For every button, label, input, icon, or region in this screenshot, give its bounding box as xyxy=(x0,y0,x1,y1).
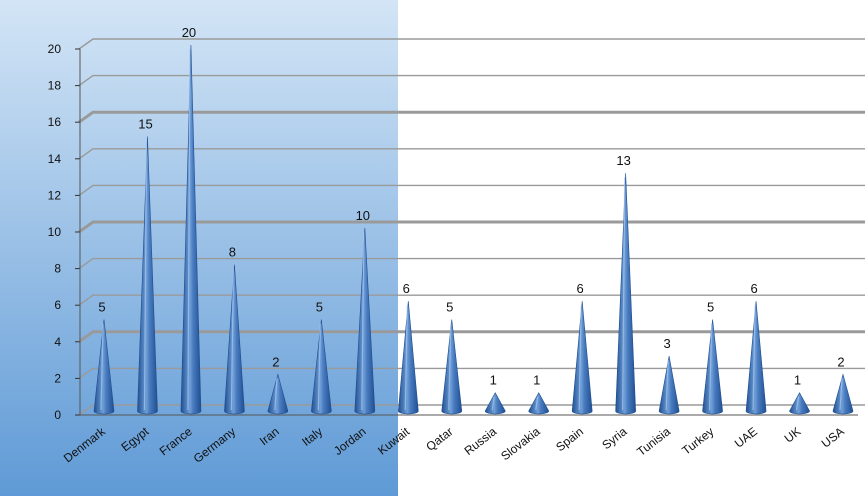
y-tick-label: 6 xyxy=(54,298,61,312)
gridline xyxy=(78,257,865,270)
y-tick-label: 16 xyxy=(48,115,62,129)
cone-bar-turkey xyxy=(702,319,723,415)
y-tick-label: 20 xyxy=(48,42,62,56)
y-tick-label: 18 xyxy=(48,79,62,93)
cone-bar-germany xyxy=(224,264,245,415)
data-label: 2 xyxy=(272,354,279,369)
gridline xyxy=(78,294,865,306)
data-label: 6 xyxy=(750,281,757,296)
cone-highlight xyxy=(752,305,756,411)
cone-bar-uae xyxy=(745,301,767,415)
cone-highlight xyxy=(100,323,104,411)
data-label: 13 xyxy=(616,153,630,168)
cone-highlight xyxy=(665,360,669,411)
gridline xyxy=(78,330,865,344)
data-label: 6 xyxy=(403,281,410,296)
data-label: 1 xyxy=(533,373,540,388)
cone-highlight xyxy=(578,305,582,411)
cone-bar-uk xyxy=(789,392,810,415)
data-label: 15 xyxy=(138,117,152,132)
data-labels: 5 15 20 8 2 5 10 6 5 1 1 6 13 3 5 6 1 2 xyxy=(98,25,844,388)
y-tick-label: 8 xyxy=(54,262,61,276)
y-tick-label: 10 xyxy=(48,225,62,239)
cone-bar-italy xyxy=(311,319,332,415)
cone-bar-syria xyxy=(615,173,636,415)
data-label: 1 xyxy=(794,373,801,388)
data-label: 5 xyxy=(316,300,323,315)
cone-bar-slovakia xyxy=(528,392,550,415)
data-label: 20 xyxy=(182,25,196,40)
cone-highlight xyxy=(839,378,843,411)
cone-highlight xyxy=(274,378,278,411)
cone-bar-kuwait xyxy=(397,301,419,415)
y-tick-label: 4 xyxy=(54,335,61,349)
axes xyxy=(75,48,858,416)
data-label: 1 xyxy=(490,373,497,388)
cone-highlight xyxy=(535,396,539,411)
gridline xyxy=(78,38,865,50)
cone-highlight xyxy=(143,140,148,411)
cone-series xyxy=(93,44,854,415)
cone-highlight xyxy=(404,305,408,411)
cone-highlight xyxy=(187,48,191,411)
y-tick-label: 2 xyxy=(54,371,61,385)
cone-highlight xyxy=(622,177,626,411)
data-label: 10 xyxy=(356,208,370,223)
cone-bar-russia xyxy=(484,392,506,415)
gridline xyxy=(78,184,865,196)
gridlines xyxy=(78,38,865,416)
y-tick-label: 14 xyxy=(48,152,62,166)
cone-bar-jordan xyxy=(354,227,376,415)
cone-highlight xyxy=(448,323,452,411)
cone-highlight xyxy=(795,396,800,411)
cone-bar-denmark xyxy=(93,319,115,415)
cone-bar-qatar xyxy=(441,319,463,415)
data-label: 5 xyxy=(446,300,453,315)
data-label: 3 xyxy=(664,336,671,351)
cone-bar-tunisia xyxy=(658,356,680,415)
y-tick-label: 12 xyxy=(48,188,62,202)
cone-bar-usa xyxy=(832,373,854,415)
y-tick-label: 0 xyxy=(54,408,61,422)
data-label: 8 xyxy=(229,245,236,260)
cone-bar-spain xyxy=(571,301,593,415)
data-label: 2 xyxy=(837,354,844,369)
gridline xyxy=(78,74,865,87)
cone-highlight xyxy=(230,268,235,411)
cone-highlight xyxy=(491,396,495,411)
gridline xyxy=(78,404,865,416)
cone-bar-france xyxy=(180,44,202,415)
gridline xyxy=(78,148,865,160)
cone-highlight xyxy=(361,231,365,411)
cone-highlight xyxy=(708,323,713,411)
data-label: 5 xyxy=(707,300,714,315)
cone-bar-egypt xyxy=(137,136,158,415)
y-tick-labels: 0 2 4 6 8 10 12 14 16 18 20 xyxy=(48,42,62,422)
cone-highlight xyxy=(317,323,321,411)
gridline xyxy=(78,110,865,124)
data-label: 5 xyxy=(98,300,105,315)
cone-bar-iran xyxy=(267,373,289,415)
gridline xyxy=(78,220,865,234)
gridline xyxy=(78,367,865,379)
data-label: 6 xyxy=(577,281,584,296)
